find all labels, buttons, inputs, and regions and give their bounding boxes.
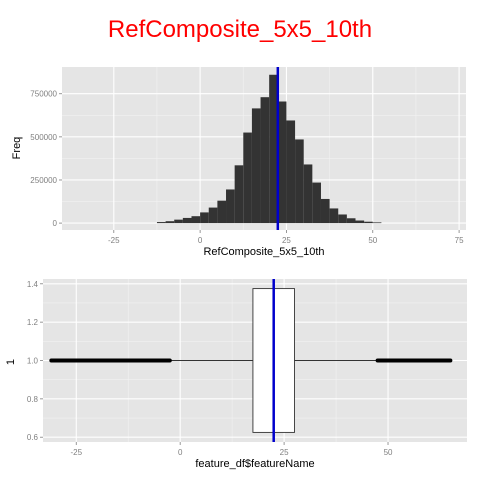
- histogram-x-tick-label: 25: [282, 236, 291, 245]
- histogram-bar: [165, 221, 175, 224]
- histogram-y-axis-label: Freq: [11, 137, 23, 160]
- histogram-x-axis-label: RefComposite_5x5_10th: [203, 246, 324, 258]
- histogram-y-tick-label: 750000: [30, 90, 57, 99]
- histogram-bar: [174, 219, 183, 224]
- histogram-x-tick-label: 50: [368, 236, 377, 245]
- histogram-bar: [226, 189, 235, 224]
- histogram-bar: [364, 221, 373, 224]
- boxplot-y-tick-label: 1.2: [27, 318, 39, 327]
- histogram-bar: [191, 216, 201, 224]
- boxplot-y-tick-label: 1.4: [27, 280, 39, 289]
- histogram-x-tick-label: 0: [198, 236, 203, 245]
- histogram-bar: [320, 198, 330, 224]
- histogram-bar: [286, 120, 296, 224]
- boxplot-y-ticks: 0.6 0.8 1.0 1.2 1.4: [27, 280, 43, 442]
- boxplot-y-tick-label: 0.8: [27, 395, 39, 404]
- boxplot-y-axis-label: 1: [5, 359, 17, 365]
- histogram-bar: [234, 165, 244, 224]
- histogram-y-ticks: 0 250000 500000 750000: [30, 90, 62, 228]
- chart-title: RefComposite_5x5_10th: [108, 16, 372, 43]
- boxplot-x-axis-label: feature_df$featureName: [195, 458, 314, 470]
- boxplot-y-tick-label: 1.0: [27, 357, 39, 366]
- histogram-bar: [243, 132, 252, 224]
- histogram-x-ticks: -25 0 25 50 75: [108, 230, 464, 245]
- histogram-x-tick-label: -25: [108, 236, 120, 245]
- histogram-bar: [269, 74, 278, 224]
- histogram-bar: [295, 139, 304, 224]
- histogram-bar: [251, 108, 261, 224]
- histogram-bars: [156, 74, 382, 224]
- histogram-bar: [200, 212, 209, 224]
- histogram-bar: [355, 220, 365, 224]
- histogram-bar: [260, 97, 270, 224]
- histogram-bar: [338, 214, 347, 224]
- histogram-panel: -25 0 25 50 75 0 250000 500000 750000 RefCompos…: [11, 67, 466, 258]
- boxplot-x-tick-label: 25: [280, 448, 289, 457]
- boxplot-y-tick-label: 0.6: [27, 433, 39, 442]
- histogram-bar: [303, 164, 313, 224]
- histogram-y-tick-label: 0: [53, 219, 58, 228]
- histogram-bar: [208, 207, 218, 224]
- boxplot-x-tick-label: -25: [70, 448, 82, 457]
- boxplot-x-ticks: -25 0 25 50: [70, 442, 393, 457]
- histogram-y-tick-label: 500000: [30, 133, 57, 142]
- histogram-bar: [156, 222, 166, 224]
- histogram-bar: [182, 217, 192, 224]
- boxplot-x-tick-label: 0: [178, 448, 183, 457]
- histogram-bar: [372, 222, 382, 224]
- histogram-bar: [277, 101, 287, 224]
- histogram-bar: [329, 208, 339, 224]
- histogram-bar: [312, 182, 321, 224]
- boxplot-x-tick-label: 50: [384, 448, 393, 457]
- histogram-bar: [346, 218, 356, 224]
- histogram-bar: [217, 200, 227, 224]
- boxplot-panel: -25 0 25 50 0.6 0.8 1.0 1.2 1.4 feature_df$feat…: [5, 279, 467, 470]
- histogram-y-tick-label: 250000: [30, 176, 57, 185]
- histogram-x-tick-label: 75: [455, 236, 464, 245]
